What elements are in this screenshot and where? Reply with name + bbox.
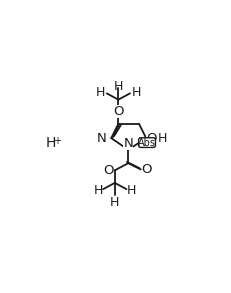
Text: O: O bbox=[103, 164, 114, 177]
Text: O: O bbox=[113, 105, 124, 118]
Text: Abs: Abs bbox=[138, 138, 156, 148]
Text: O: O bbox=[146, 132, 157, 145]
Text: H: H bbox=[127, 184, 136, 197]
Text: N: N bbox=[97, 132, 107, 145]
Text: +: + bbox=[53, 136, 61, 146]
Text: O: O bbox=[142, 163, 152, 176]
Text: H: H bbox=[158, 132, 167, 145]
Text: H: H bbox=[131, 86, 141, 99]
FancyBboxPatch shape bbox=[139, 138, 155, 147]
Text: H: H bbox=[45, 137, 55, 151]
Text: H: H bbox=[110, 196, 119, 209]
Text: H: H bbox=[114, 80, 123, 93]
Text: H: H bbox=[94, 184, 103, 197]
Text: N: N bbox=[123, 137, 133, 150]
Text: H: H bbox=[96, 86, 106, 99]
